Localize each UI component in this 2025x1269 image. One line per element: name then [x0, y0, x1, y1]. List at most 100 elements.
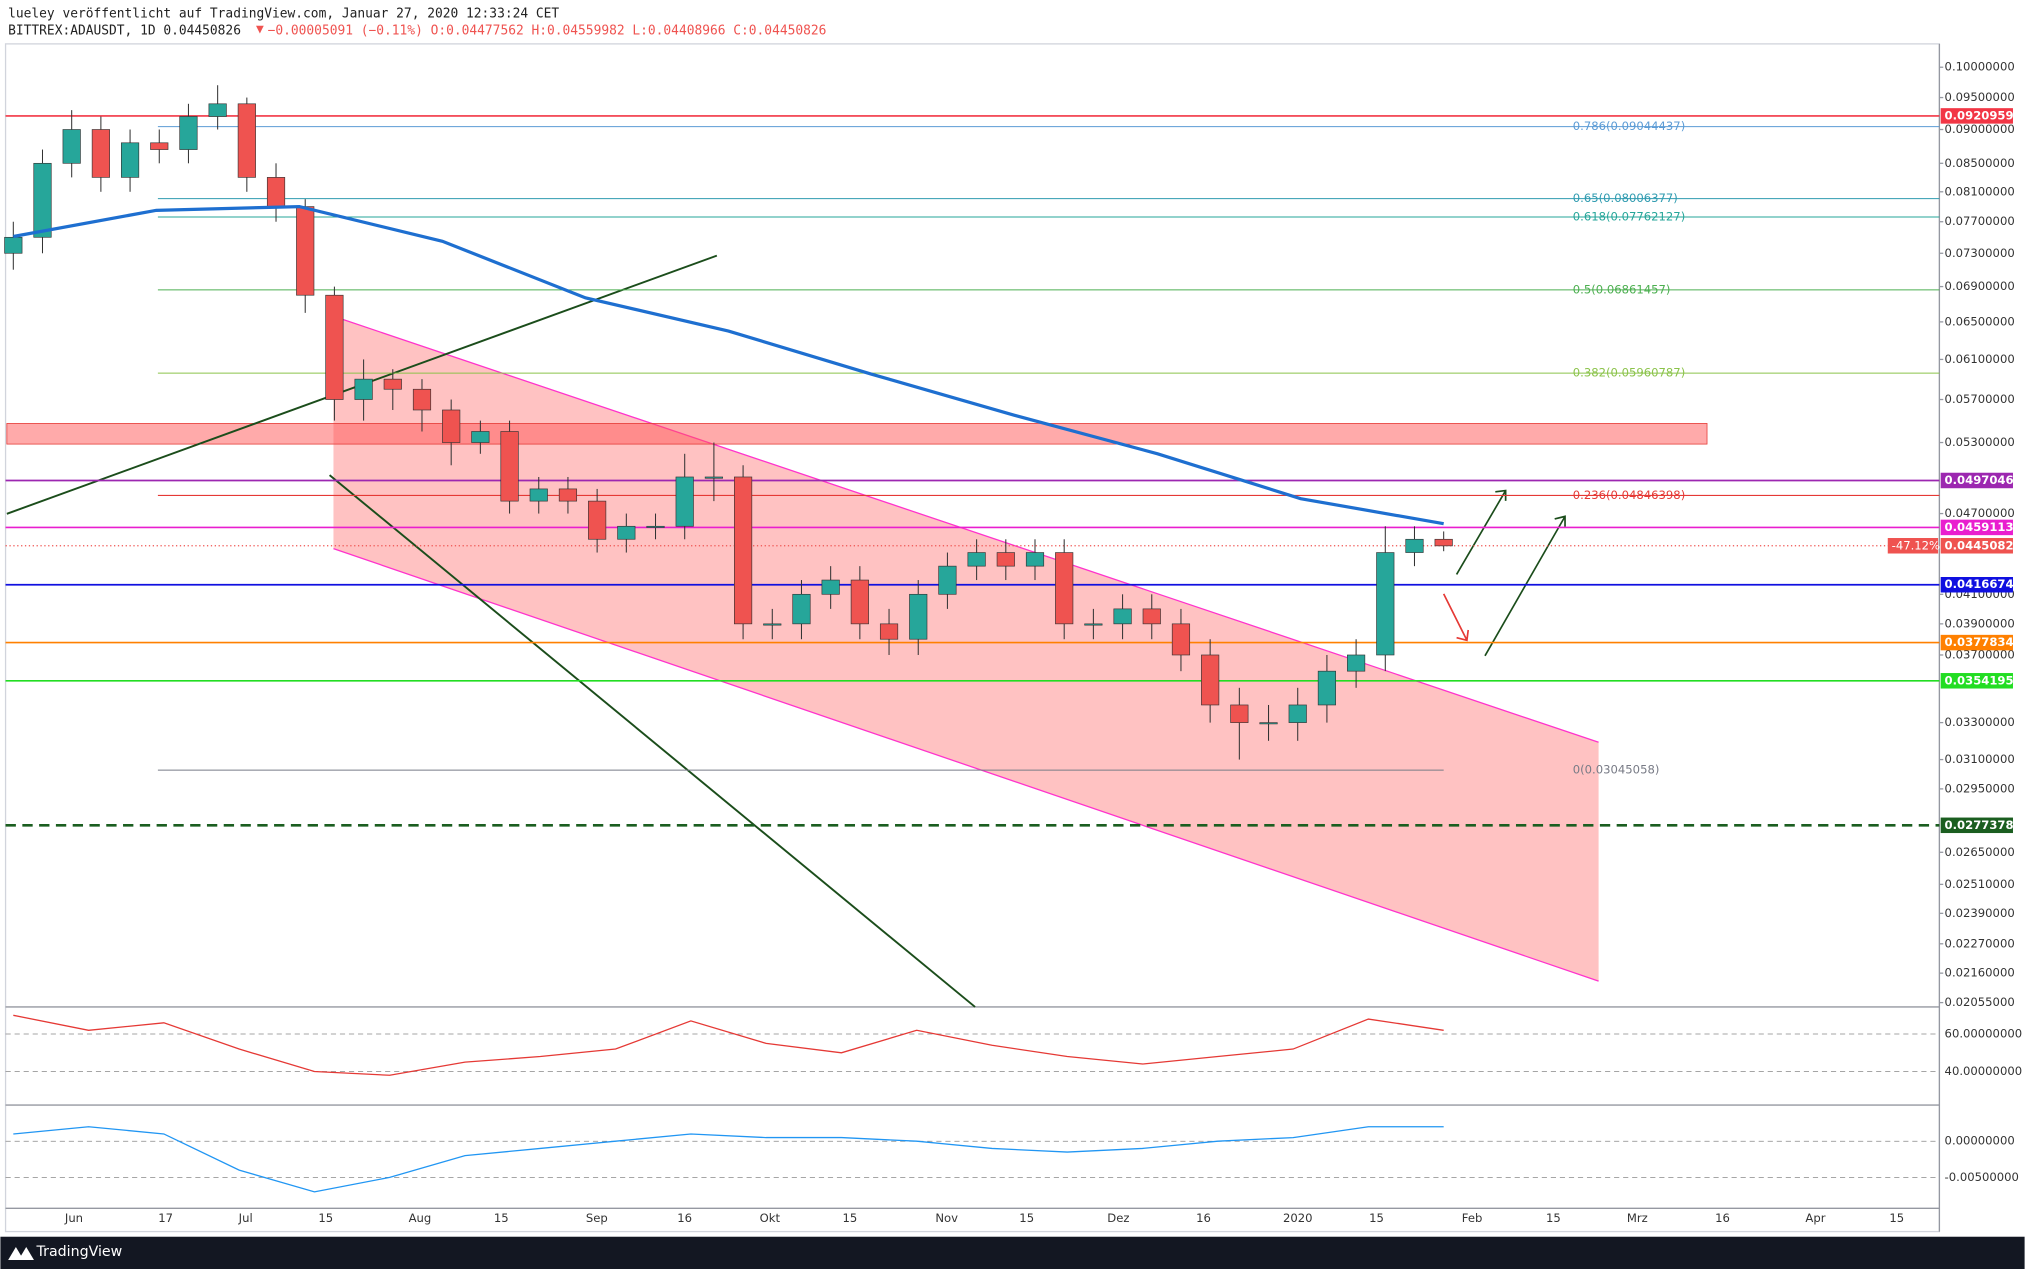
y-tick-label: 0.03100000: [1945, 752, 2015, 766]
projection-arrows: [1455, 489, 1566, 657]
price-label: 0.04450826: [1945, 538, 2022, 552]
trend-line: [328, 474, 976, 1008]
candle-body: [879, 623, 899, 640]
x-tick-label: Sep: [586, 1211, 608, 1225]
x-tick-label: 15: [1019, 1211, 1034, 1225]
candle-body: [383, 378, 402, 390]
footer-bar: [0, 1236, 2025, 1269]
x-tick-label: Dez: [1107, 1211, 1129, 1225]
candle-body: [1113, 608, 1132, 625]
y-tick-label: 0.02055000: [1945, 995, 2015, 1009]
rsi-line: [13, 1014, 1444, 1076]
candle-body: [1230, 704, 1249, 723]
candle-body: [1376, 552, 1395, 656]
candle-body: [179, 116, 198, 150]
candle-body: [4, 236, 23, 254]
y-tick-label: 0.02950000: [1945, 781, 2015, 795]
x-tick-label: 15: [842, 1211, 857, 1225]
candle-body: [909, 593, 928, 640]
price-label: 0.04166744: [1945, 577, 2022, 591]
x-tick-label: Jul: [238, 1211, 253, 1225]
moving-average: [13, 204, 1444, 526]
price-label-box: [1940, 673, 2013, 689]
candle-body: [1405, 538, 1424, 553]
price-label-box: [1940, 472, 2013, 489]
candle-body: [1317, 670, 1336, 706]
x-tick-label: 2020: [1283, 1211, 1313, 1225]
y-tick-label: 0.02650000: [1945, 845, 2015, 859]
y-tick-label: 0.02160000: [1945, 966, 2015, 980]
x-tick-label: Mrz: [1627, 1211, 1648, 1225]
candle-body: [120, 142, 140, 178]
y-tick-label: 0.08500000: [1945, 156, 2015, 170]
resistance-zone: [6, 423, 1708, 445]
x-tick-label: 16: [677, 1211, 692, 1225]
price-label-box: [1940, 519, 2013, 536]
price-label-box: [1940, 577, 2013, 593]
y-tick-label: 0.00000000: [1945, 1134, 2015, 1148]
y-tick-label: 0.02270000: [1945, 936, 2015, 950]
candle-body: [792, 593, 811, 625]
y-tick-label: 60.00000000: [1945, 1027, 2023, 1041]
x-tick-label: 15: [1889, 1211, 1904, 1225]
fib-label: 0(0.03045058): [1573, 763, 1660, 777]
candle-body: [208, 103, 227, 117]
y-tick-label: 0.03300000: [1945, 715, 2015, 729]
price-label: 0.09209595: [1945, 108, 2022, 122]
candle-body: [646, 525, 665, 528]
candle-body: [1259, 722, 1278, 725]
candle-body: [675, 476, 694, 527]
candle-body: [529, 488, 548, 502]
y-tick-label: 0.06100000: [1945, 352, 2015, 366]
candle-body: [763, 623, 782, 626]
x-tick-label: 17: [158, 1211, 173, 1225]
candle-body: [734, 476, 753, 625]
price-label: 0.02773785: [1945, 818, 2022, 832]
candle-body: [1288, 704, 1307, 723]
candle-body: [996, 552, 1015, 567]
x-tick-label: 15: [1546, 1211, 1561, 1225]
fib-label: 0.382(0.05960787): [1573, 366, 1685, 380]
price-label: 0.03541953: [1945, 673, 2022, 687]
brand: TradingView: [36, 1244, 123, 1260]
change-arrow: ▼: [256, 22, 264, 37]
price-label: 0.04970464: [1945, 473, 2022, 487]
candle-body: [62, 129, 81, 164]
candle-body: [588, 500, 607, 540]
candle-body: [266, 177, 286, 207]
candle-body: [1434, 538, 1453, 547]
y-tick-label: 0.04700000: [1945, 506, 2015, 520]
y-tick-label: 0.03700000: [1945, 647, 2015, 661]
price-label-box: [1940, 538, 2013, 554]
y-tick-label: 0.10000000: [1945, 60, 2015, 74]
candle-body: [1201, 654, 1220, 706]
down-arrow: [1442, 593, 1470, 642]
candle-body: [412, 388, 432, 411]
x-tick-label: Okt: [760, 1211, 781, 1225]
price-label-box: [1940, 817, 2013, 834]
candle-body: [237, 103, 256, 178]
y-tick-label: 0.05700000: [1945, 392, 2015, 406]
x-tick-label: 16: [1715, 1211, 1730, 1225]
y-tick-label: 0.02390000: [1945, 906, 2015, 920]
candle-body: [1347, 654, 1366, 672]
x-tick-label: Nov: [935, 1211, 958, 1225]
candle-body: [1055, 552, 1074, 625]
candle-body: [1025, 552, 1045, 567]
candle-body: [617, 525, 636, 540]
price-label: 0.04591134: [1945, 520, 2022, 534]
y-tick-label: 0.05300000: [1945, 435, 2015, 449]
price-label-box: [1940, 634, 2013, 651]
logo: [8, 1247, 34, 1260]
candle-body: [850, 579, 869, 625]
x-tick-label: Aug: [409, 1211, 432, 1225]
symbol-line: BITTREX:ADAUSDT, 1D 0.04450826: [8, 23, 241, 38]
fib-label: 0.5(0.06861457): [1573, 282, 1671, 296]
fib-label: 0.786(0.09044437): [1573, 119, 1685, 133]
y-tick-label: 0.06900000: [1945, 279, 2015, 293]
publisher-line: lueley veröffentlicht auf TradingView.co…: [8, 7, 559, 22]
fib-label: 0.618(0.07762127): [1573, 209, 1685, 223]
candle-body: [938, 565, 957, 595]
candle-body: [150, 142, 169, 150]
